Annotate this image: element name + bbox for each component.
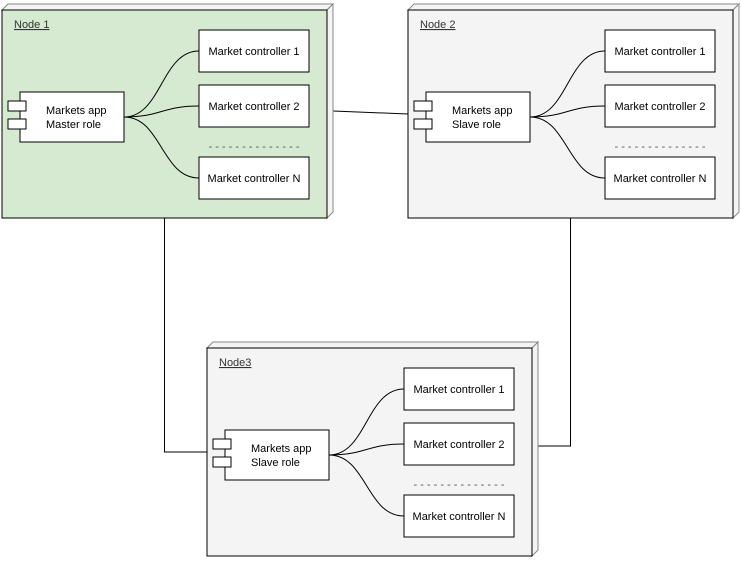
node-title: Node3: [219, 357, 251, 369]
node3: Node3 Markets app Slave role Market control…: [207, 342, 538, 556]
node-edge: [333, 111, 408, 114]
markets-app-label-1: Markets app: [46, 105, 107, 117]
controller-label: Market controller 1: [208, 46, 299, 58]
component-lug: [8, 101, 26, 111]
controller-label: Market controller 1: [413, 384, 504, 396]
controller-label: Market controller N: [208, 173, 301, 185]
node-3d-right: [532, 342, 538, 556]
markets-app-label-2: Slave role: [452, 119, 501, 131]
markets-app-component: [225, 430, 329, 480]
node-3d-right: [733, 4, 739, 218]
component-lug: [414, 119, 432, 129]
component-lug: [8, 119, 26, 129]
controller-label: Market controller 2: [208, 101, 299, 113]
component-lug: [414, 101, 432, 111]
node-3d-right: [327, 4, 333, 218]
markets-app-label-1: Markets app: [251, 443, 312, 455]
node-3d-top: [2, 4, 333, 10]
nodes-layer: Node 1 Markets app Master role Market contr…: [2, 4, 739, 556]
node-edge: [165, 218, 208, 452]
controller-label: Market controller 1: [614, 46, 705, 58]
markets-app-label-1: Markets app: [452, 105, 513, 117]
architecture-diagram: Node 1 Markets app Master role Market contr…: [0, 0, 741, 561]
ellipsis: - - - - - - - - - - - - - -: [614, 141, 705, 153]
node-title: Node 1: [14, 19, 49, 31]
node-edge: [538, 218, 571, 446]
controller-label: Market controller N: [413, 511, 506, 523]
markets-app-component: [20, 92, 124, 142]
markets-app-component: [426, 92, 530, 142]
node2: Node 2 Markets app Slave role Market contro…: [408, 4, 739, 218]
node1: Node 1 Markets app Master role Market contr…: [2, 4, 333, 218]
controller-label: Market controller N: [614, 173, 707, 185]
node-3d-top: [207, 342, 538, 348]
node-title: Node 2: [420, 19, 455, 31]
controller-label: Market controller 2: [413, 439, 504, 451]
markets-app-label-2: Master role: [46, 119, 101, 131]
markets-app-label-2: Slave role: [251, 457, 300, 469]
ellipsis: - - - - - - - - - - - - - -: [413, 479, 504, 491]
controller-label: Market controller 2: [614, 101, 705, 113]
node-3d-top: [408, 4, 739, 10]
component-lug: [213, 457, 231, 467]
component-lug: [213, 439, 231, 449]
ellipsis: - - - - - - - - - - - - - -: [208, 141, 299, 153]
